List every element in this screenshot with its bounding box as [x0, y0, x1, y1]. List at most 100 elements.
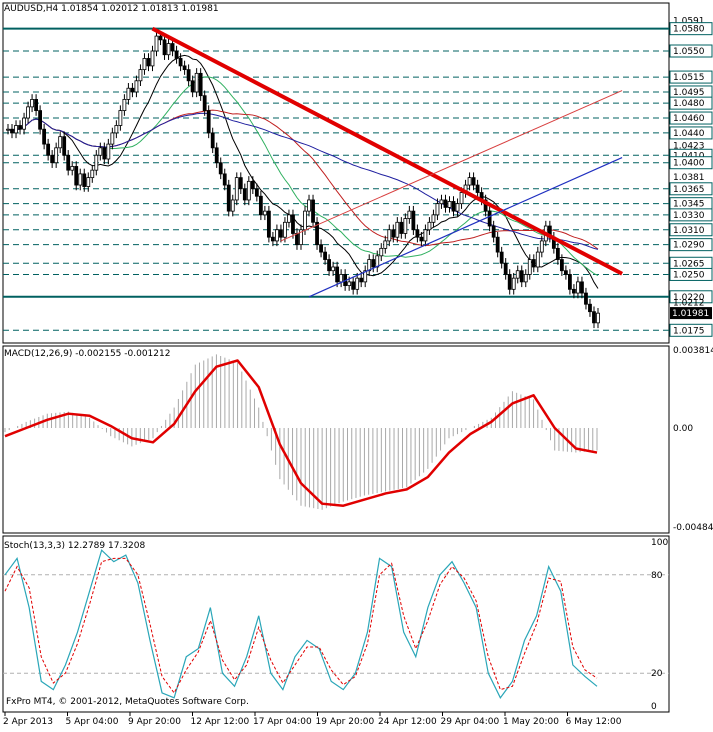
candle-body [122, 99, 127, 111]
symbol-title: AUDUSD,H4 1.01854 1.02012 1.01813 1.0198… [4, 4, 219, 14]
level-tag [669, 208, 713, 222]
level-tag [669, 96, 713, 110]
candle-body [246, 180, 251, 201]
candle-body [58, 136, 63, 149]
candle-body [6, 128, 10, 131]
level-tag [669, 126, 713, 140]
candle-body [138, 69, 143, 82]
candle-body [26, 106, 30, 119]
time-tick-label: 19 Apr 20:00 [316, 717, 375, 727]
candle-body [190, 80, 195, 93]
candle-body [455, 203, 460, 212]
price-tick-label: 1.0220 [673, 293, 705, 303]
candle-body [234, 177, 239, 201]
candle-body [54, 147, 59, 164]
macd-title: MACD(12,26,9) -0.002155 -0.001212 [4, 349, 171, 359]
panel-frames [2, 2, 670, 713]
time-tick-label: 24 Apr 12:00 [378, 717, 437, 727]
candle-body [34, 99, 38, 111]
candle-body [363, 270, 368, 283]
candle-body [10, 128, 14, 134]
candle-body [258, 195, 263, 216]
candle-body [507, 274, 512, 290]
candle-body [222, 173, 227, 186]
macd-axis-label: -0.00484 [673, 523, 713, 533]
candle-body [275, 229, 279, 242]
price-tick-label: 1.0212 [673, 299, 705, 309]
candle-body [126, 87, 131, 100]
candle-body [311, 199, 315, 223]
candlestick-series [6, 30, 600, 329]
candle-body [18, 125, 22, 130]
main-downtrend-line[interactable] [151, 26, 624, 276]
candle-body [62, 136, 67, 156]
candle-body [38, 110, 43, 130]
candle-body [487, 210, 492, 227]
candle-body [166, 43, 171, 56]
ohlc-readout: 1.01854 1.02012 1.01813 1.01981 [61, 4, 219, 14]
stoch-axis-label: 80 [651, 571, 663, 581]
candle-body [519, 270, 524, 283]
candle-body [335, 266, 340, 283]
candle-body [50, 154, 55, 164]
candle-body [146, 58, 151, 67]
lower-channel-blue-line[interactable] [308, 156, 623, 298]
level-tag [669, 22, 713, 36]
candle-body [194, 72, 199, 93]
symbol-name: AUDUSD,H4 [4, 4, 59, 14]
price-tick-label: 1.0515 [673, 73, 705, 83]
upper-channel-red-line[interactable] [280, 90, 623, 242]
candle-body [499, 251, 504, 264]
candle-body [559, 259, 564, 272]
stoch-title: Stoch(13,3,3) 12.2789 17.3208 [4, 541, 146, 551]
candle-body [371, 259, 376, 268]
candle-body [242, 188, 247, 201]
candle-body [226, 184, 231, 212]
candle-body [106, 143, 111, 160]
candle-body [102, 147, 107, 160]
candle-body [451, 201, 456, 212]
candle-body [584, 292, 588, 305]
stoch-axis-label: 100 [651, 538, 668, 548]
candle-body [266, 210, 271, 238]
candle-body [202, 95, 207, 111]
level-tag [669, 70, 713, 84]
candle-body [206, 110, 211, 134]
candle-body [178, 58, 183, 67]
time-tick-label: 2 Apr 2013 [3, 717, 53, 727]
candle-body [539, 240, 544, 253]
time-tick-label: 12 Apr 12:00 [191, 717, 250, 727]
candle-body [46, 143, 51, 156]
stochastic-panel: 100 80 20 0 [3, 538, 669, 712]
candle-body [411, 210, 416, 231]
level-tag [669, 111, 713, 125]
trend-lines[interactable] [151, 26, 624, 298]
candle-body [74, 166, 79, 186]
candle-body [395, 221, 400, 238]
candle-body [110, 132, 115, 145]
candle-body [323, 251, 327, 260]
candle-body [295, 233, 299, 246]
candle-body [347, 281, 352, 287]
candle-body [291, 214, 295, 234]
price-tick-label: 1.0400 [673, 159, 705, 169]
candle-body [535, 251, 540, 268]
price-tick-label: 1.0381 [673, 173, 705, 183]
candle-body [407, 210, 412, 219]
level-tag [669, 44, 713, 58]
macd-axis-label: 0.003814 [673, 346, 713, 356]
candle-body [523, 274, 528, 283]
candle-body [279, 229, 283, 238]
candle-body [423, 229, 428, 242]
candle-body [307, 199, 311, 212]
candle-body [130, 87, 135, 93]
price-tick-label: 1.0250 [673, 270, 705, 280]
candle-body [218, 162, 223, 175]
candle-body [511, 277, 516, 290]
candle-body [435, 203, 440, 216]
level-tag [669, 267, 713, 281]
level-tag [669, 156, 713, 170]
time-axis: 2 Apr 2013 5 Apr 04:00 9 Apr 20:00 12 Apr 1… [3, 712, 622, 727]
